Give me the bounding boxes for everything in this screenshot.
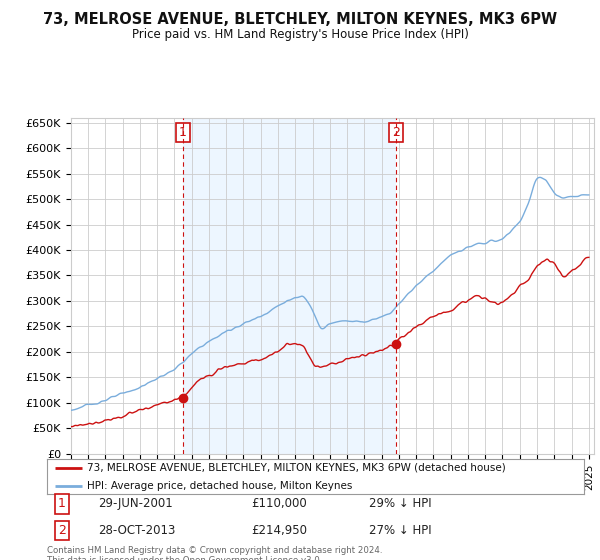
Text: 1: 1 [58,497,66,510]
Text: 28-OCT-2013: 28-OCT-2013 [98,524,175,537]
Text: 1: 1 [179,127,187,139]
Text: Contains HM Land Registry data © Crown copyright and database right 2024.
This d: Contains HM Land Registry data © Crown c… [47,546,382,560]
Text: 73, MELROSE AVENUE, BLETCHLEY, MILTON KEYNES, MK3 6PW (detached house): 73, MELROSE AVENUE, BLETCHLEY, MILTON KE… [87,463,506,473]
Text: 73, MELROSE AVENUE, BLETCHLEY, MILTON KEYNES, MK3 6PW: 73, MELROSE AVENUE, BLETCHLEY, MILTON KE… [43,12,557,27]
Text: £214,950: £214,950 [251,524,307,537]
Text: Price paid vs. HM Land Registry's House Price Index (HPI): Price paid vs. HM Land Registry's House … [131,28,469,41]
Text: £110,000: £110,000 [251,497,307,510]
Text: 29-JUN-2001: 29-JUN-2001 [98,497,173,510]
Text: HPI: Average price, detached house, Milton Keynes: HPI: Average price, detached house, Milt… [87,481,352,491]
Text: 2: 2 [58,524,66,537]
Text: 29% ↓ HPI: 29% ↓ HPI [369,497,431,510]
Bar [183,118,396,454]
Text: 27% ↓ HPI: 27% ↓ HPI [369,524,431,537]
Text: 2: 2 [392,127,400,139]
